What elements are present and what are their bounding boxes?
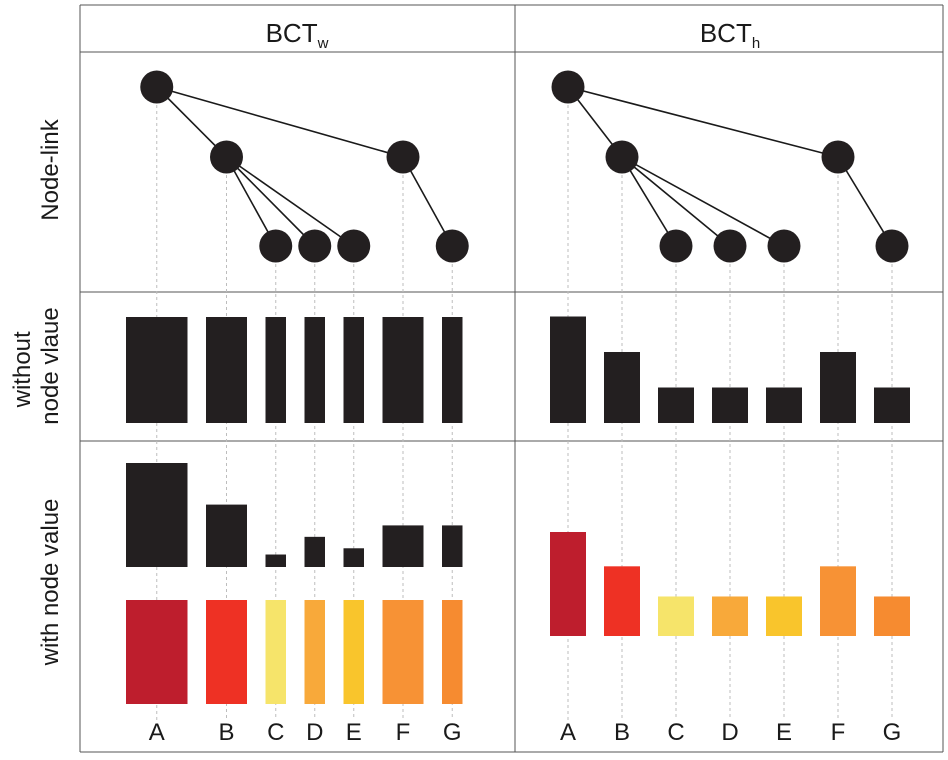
structure-bar-left-G (442, 317, 463, 423)
tree-node-right-B (605, 140, 639, 174)
structure-bar-right-E (766, 387, 802, 423)
tree-node-right-G (875, 229, 909, 263)
tree-node-right-A (551, 70, 585, 104)
column-header-bct-w: BCTw (266, 18, 329, 52)
value-bar-left-B (206, 504, 247, 567)
structure-bar-left-E (343, 317, 364, 423)
node-label-left-B: B (218, 719, 234, 746)
row-label-with-value: with node value (37, 499, 64, 667)
tree-node-left-G (435, 229, 469, 263)
bct-w-color-bars (126, 600, 463, 704)
tree-edge-left-B-C (225, 156, 277, 247)
tree-edge-left-F-G (402, 156, 453, 247)
tree-node-left-C (259, 229, 293, 263)
color-bar-right-D (712, 596, 748, 636)
column-header-bct-h: BCTh (700, 18, 760, 52)
color-bar-right-E (766, 596, 802, 636)
color-bar-right-G (874, 596, 910, 636)
node-label-right-E: E (776, 719, 792, 746)
bct-h-color-bars (550, 532, 910, 636)
tree-node-right-F (821, 140, 855, 174)
tree-node-right-C (659, 229, 693, 263)
color-bar-left-C (265, 600, 286, 704)
color-bar-left-F (382, 600, 424, 704)
value-bar-left-G (442, 525, 463, 567)
tree-node-left-D (298, 229, 332, 263)
structure-bar-right-C (658, 387, 694, 423)
color-bar-right-F (820, 566, 856, 636)
row-label-without-value-line1: without (9, 331, 36, 408)
tree-edge-right-B-C (621, 156, 677, 247)
structure-bar-right-F (820, 352, 856, 423)
value-bar-left-A (126, 463, 188, 567)
color-bar-left-E (343, 600, 364, 704)
tree-edge-right-B-E (621, 156, 785, 247)
node-label-left-A: A (149, 719, 165, 746)
node-label-left-G: G (443, 719, 462, 746)
tree-edge-right-A-F (567, 86, 839, 158)
value-bar-left-C (265, 554, 286, 567)
structure-bar-right-D (712, 387, 748, 423)
node-label-right-D: D (721, 719, 738, 746)
tree-edge-left-A-F (156, 86, 404, 158)
node-label-left-E: E (346, 719, 362, 746)
grid (79, 4, 944, 753)
node-label-right-A: A (560, 719, 576, 746)
tree-node-left-F (386, 140, 420, 174)
tree-node-right-D (713, 229, 747, 263)
tree-node-left-E (337, 229, 371, 263)
tree-node-left-B (210, 140, 243, 174)
color-bar-right-C (658, 596, 694, 636)
structure-bar-left-C (265, 317, 286, 423)
structure-bar-right-A (550, 316, 586, 423)
column-header-bct-h-base: BCT (700, 18, 752, 48)
color-bar-left-G (442, 600, 463, 704)
node-labels: A AB BC CD DE EF FG G (149, 719, 902, 746)
node-label-left-D: D (306, 719, 323, 746)
structure-bar-left-D (304, 317, 325, 423)
color-bar-left-D (304, 600, 325, 704)
bct-w-value-bars (126, 463, 463, 567)
node-label-right-B: B (614, 719, 630, 746)
tree-edge-left-B-E (226, 156, 355, 247)
color-bar-right-B (604, 566, 640, 636)
node-label-left-F: F (396, 719, 411, 746)
structure-bar-right-B (604, 352, 640, 423)
value-bar-left-E (343, 548, 364, 567)
row-label-node-link: Node-link (37, 118, 64, 220)
bct-w-node-link-tree (140, 70, 469, 263)
structure-bar-left-A (126, 317, 188, 423)
value-bar-left-F (382, 525, 424, 567)
structure-bar-left-F (382, 317, 424, 423)
tree-edge-left-B-D (225, 156, 316, 247)
row-label-without-value-line2: node vlaue (37, 307, 64, 424)
node-label-right-C: C (667, 719, 684, 746)
bct-w-structure-bars (126, 317, 463, 423)
tree-edge-right-F-G (837, 156, 893, 247)
color-bar-left-B (206, 600, 247, 704)
color-bar-right-A (550, 532, 586, 636)
bct-h-node-link-tree (551, 70, 909, 263)
value-bar-left-D (304, 536, 325, 567)
structure-bar-left-B (206, 317, 247, 423)
node-label-right-F: F (831, 719, 846, 746)
tree-edge-right-B-D (621, 156, 731, 247)
node-label-right-G: G (883, 719, 902, 746)
tree-node-left-A (140, 70, 174, 104)
row-label-without-value: without node vlaue (9, 307, 64, 424)
structure-bar-right-G (874, 387, 910, 423)
column-header-bct-w-base: BCT (266, 18, 318, 48)
column-header-bct-w-subscript: w (317, 35, 329, 52)
bct-h-structure-bars (550, 316, 910, 423)
color-bar-left-A (126, 600, 188, 704)
node-label-left-C: C (267, 719, 284, 746)
column-header-bct-h-subscript: h (752, 35, 760, 52)
tree-node-right-E (767, 229, 801, 263)
